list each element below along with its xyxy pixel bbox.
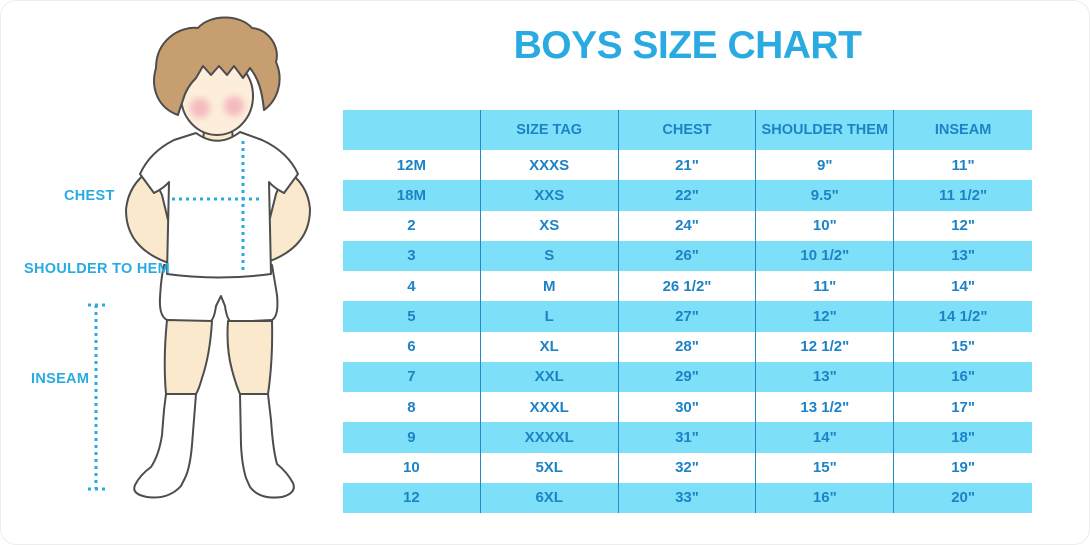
table-cell: 2 xyxy=(343,210,481,241)
table-cell: 13" xyxy=(756,361,895,392)
table-cell: 17" xyxy=(951,398,975,416)
table-cell: 15" xyxy=(756,452,895,483)
table-cell: 9" xyxy=(756,150,895,181)
chest-measurement-label: CHEST xyxy=(64,188,115,204)
table-cell: L xyxy=(481,301,619,332)
table-cell: 11" xyxy=(951,156,975,174)
table-cell: 26 1/2" xyxy=(619,271,757,302)
table-cell: 14" xyxy=(756,422,895,453)
table-row: 9 XXXXL 31" 14" 18" xyxy=(343,422,1032,453)
inseam-measurement-label: INSEAM xyxy=(31,371,90,387)
table-row: 12 6XL 33" 16" 20" xyxy=(343,482,1032,513)
table-cell: 10" xyxy=(756,210,895,241)
table-cell: 10 xyxy=(343,452,481,483)
table-row: 2 XS 24" 10" 12" xyxy=(343,210,1032,241)
page-title: BOYS SIZE CHART xyxy=(513,24,862,67)
table-cell: 12 xyxy=(343,482,481,513)
table-cell: 24" xyxy=(619,210,757,241)
header-cell: INSEAM xyxy=(934,122,992,138)
boy-figure xyxy=(125,16,311,499)
table-cell: 30" xyxy=(619,392,757,423)
table-cell: 11 1/2" xyxy=(939,186,988,204)
table-cell: 32" xyxy=(619,452,757,483)
header-cell: CHEST xyxy=(619,110,757,150)
table-row: 4 M 26 1/2" 11" 14" xyxy=(343,271,1032,302)
table-cell: 9 xyxy=(343,422,481,453)
header-cell: SHOULDER THEM xyxy=(756,110,895,150)
table-cell: 4 xyxy=(343,271,481,302)
table-cell: 12" xyxy=(951,217,975,235)
table-cell: 7 xyxy=(343,361,481,392)
table-cell: 3 xyxy=(343,240,481,271)
table-cell: XXXL xyxy=(481,392,619,423)
table-row: 12M XXXS 21" 9" 11" xyxy=(343,150,1032,181)
table-cell: 12" xyxy=(756,301,895,332)
table-cell: XXXXL xyxy=(481,422,619,453)
table-cell: 14 1/2" xyxy=(938,307,988,325)
table-row: 18M XXS 22" 9.5" 11 1/2" xyxy=(343,180,1032,211)
table-cell: 21" xyxy=(619,150,757,181)
table-cell: 6 xyxy=(343,331,481,362)
table-cell: 9.5" xyxy=(756,180,895,211)
table-cell: 12M xyxy=(343,150,481,181)
table-cell: S xyxy=(481,240,619,271)
table-row: 3 S 26" 10 1/2" 13" xyxy=(343,240,1032,271)
table-cell: 6XL xyxy=(481,482,619,513)
boy-left-leg xyxy=(163,319,213,395)
size-table: SIZE TAG CHEST SHOULDER THEM INSEAM 12M XXXS 2… xyxy=(343,110,1032,513)
boy-left-sock xyxy=(133,393,197,499)
table-cell: 8 xyxy=(343,392,481,423)
boy-shorts xyxy=(158,264,279,323)
header-cell xyxy=(343,110,481,150)
table-row: 6 XL 28" 12 1/2" 15" xyxy=(343,331,1032,362)
measurement-diagram: CHEST SHOULDER TO HEM INSEAM xyxy=(0,0,343,545)
table-cell: 26" xyxy=(619,240,757,271)
table-cell: 20" xyxy=(951,489,975,507)
table-cell: 22" xyxy=(619,180,757,211)
table-row: 10 5XL 32" 15" 19" xyxy=(343,452,1032,483)
table-cell: 33" xyxy=(619,482,757,513)
table-cell: 27" xyxy=(619,301,757,332)
table-cell: 12 1/2" xyxy=(756,331,895,362)
boy-tshirt xyxy=(139,131,299,279)
table-row: 8 XXXL 30" 13 1/2" 17" xyxy=(343,392,1032,423)
table-cell: 18" xyxy=(951,428,975,446)
table-cell: 13" xyxy=(951,247,975,265)
boy-hair xyxy=(153,16,281,116)
table-row: 5 L 27" 12" 14 1/2" xyxy=(343,301,1032,332)
table-header-row: SIZE TAG CHEST SHOULDER THEM INSEAM xyxy=(343,110,1032,150)
table-cell: XXXS xyxy=(481,150,619,181)
table-cell: 16" xyxy=(951,368,975,386)
header-cell: SIZE TAG xyxy=(481,110,619,150)
shoulder-to-hem-measurement-label: SHOULDER TO HEM xyxy=(24,261,171,277)
table-cell: 28" xyxy=(619,331,757,362)
table-cell: XL xyxy=(481,331,619,362)
table-cell: 11" xyxy=(756,271,895,302)
table-row: 7 XXL 29" 13" 16" xyxy=(343,361,1032,392)
boy-right-sock xyxy=(239,393,295,499)
boy-right-leg xyxy=(226,320,274,395)
table-cell: XXS xyxy=(481,180,619,211)
table-cell: XXL xyxy=(481,361,619,392)
table-cell: 29" xyxy=(619,361,757,392)
boy-illustration xyxy=(88,16,311,499)
table-cell: 15" xyxy=(951,338,975,356)
table-cell: 10 1/2" xyxy=(756,240,895,271)
table-cell: 16" xyxy=(756,482,895,513)
table-cell: 13 1/2" xyxy=(756,392,895,423)
table-cell: XS xyxy=(481,210,619,241)
table-cell: M xyxy=(481,271,619,302)
table-cell: 14" xyxy=(951,277,975,295)
table-cell: 18M xyxy=(343,180,481,211)
table-cell: 5XL xyxy=(481,452,619,483)
table-cell: 31" xyxy=(619,422,757,453)
table-cell: 5 xyxy=(343,301,481,332)
boy-cheeks xyxy=(190,96,244,118)
table-cell: 19" xyxy=(951,459,975,477)
